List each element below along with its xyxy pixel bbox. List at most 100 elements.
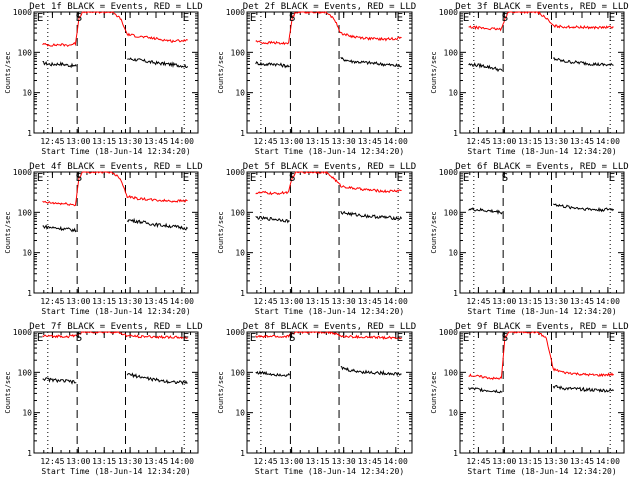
plot-frame	[246, 171, 413, 294]
marker-label-e: E	[609, 11, 616, 24]
x-tick-label: 13:00	[280, 297, 304, 306]
marker-label-e: E	[183, 331, 190, 344]
series-line-events	[552, 203, 615, 213]
x-tick-label: 12:45	[253, 297, 277, 306]
series-line-events	[127, 57, 189, 69]
x-tick-label: 13:30	[118, 297, 142, 306]
x-tick-label: 13:15	[306, 297, 330, 306]
y-tick-label: 100	[18, 208, 33, 217]
x-tick-label: 13:45	[358, 297, 382, 306]
chart-panel-2: Det 2f BLACK = Events, RED = LLD 1 10 100 10…	[217, 2, 416, 156]
y-axis-label: Counts/sec	[4, 51, 12, 93]
x-axis-label: Start Time (18-Jun-14 12:34:20)	[41, 307, 190, 316]
x-tick-label: 13:45	[358, 457, 382, 466]
x-tick-label: 13:30	[544, 137, 568, 146]
x-tick-label: 13:45	[358, 137, 382, 146]
y-tick-label: 10	[448, 409, 458, 418]
x-tick-label: 13:15	[306, 457, 330, 466]
y-tick-label: 1000	[13, 328, 32, 337]
series-line-events	[552, 384, 614, 393]
x-axis-label: Start Time (18-Jun-14 12:34:20)	[255, 307, 404, 316]
x-tick-label: 13:00	[492, 137, 516, 146]
x-tick-label: 13:30	[332, 457, 356, 466]
y-tick-label: 100	[231, 48, 246, 57]
y-tick-label: 1000	[13, 168, 32, 177]
x-axis-label: Start Time (18-Jun-14 12:34:20)	[255, 147, 404, 156]
x-tick-label: 14:00	[170, 297, 194, 306]
marker-label-s: S	[502, 11, 509, 24]
series-line-events	[42, 61, 77, 69]
series-line-events	[468, 62, 503, 73]
x-tick-label: 13:30	[544, 457, 568, 466]
plot-frame	[459, 331, 625, 454]
y-tick-label: 100	[231, 368, 246, 377]
chart-panel-8: Det 8f BLACK = Events, RED = LLD 1 10 100 10…	[217, 322, 416, 476]
x-tick-label: 14:00	[170, 457, 194, 466]
y-tick-label: 10	[22, 89, 32, 98]
series-line-events	[340, 366, 402, 377]
marker-label-e: E	[183, 11, 190, 24]
x-tick-label: 13:15	[518, 457, 542, 466]
x-tick-label: 13:15	[518, 297, 542, 306]
series-line-lld	[468, 331, 614, 381]
y-tick-label: 1	[240, 449, 245, 458]
y-tick-label: 1000	[13, 8, 32, 17]
x-tick-label: 13:30	[332, 297, 356, 306]
x-tick-label: 13:30	[332, 137, 356, 146]
series-line-events	[42, 224, 77, 233]
marker-label-s: S	[289, 331, 296, 344]
x-tick-label: 14:00	[384, 457, 408, 466]
y-tick-label: 1	[453, 129, 458, 138]
x-tick-label: 13:30	[544, 297, 568, 306]
x-axis-label: Start Time (18-Jun-14 12:34:20)	[467, 147, 616, 156]
x-tick-label: 13:15	[92, 297, 116, 306]
x-tick-label: 12:45	[40, 137, 64, 146]
x-tick-label: 13:00	[66, 297, 90, 306]
x-axis-label: Start Time (18-Jun-14 12:34:20)	[467, 307, 616, 316]
marker-label-e: E	[250, 11, 257, 24]
y-tick-label: 1000	[439, 8, 458, 17]
series-line-lld	[42, 331, 188, 340]
x-tick-label: 12:45	[466, 137, 490, 146]
chart-title: Det 4f BLACK = Events, RED = LLD	[29, 162, 202, 172]
x-tick-label: 12:45	[253, 457, 277, 466]
chart-panel-5: Det 5f BLACK = Events, RED = LLD 1 10 100 10…	[217, 162, 416, 316]
series-line-lld	[255, 171, 402, 196]
y-axis-label: Counts/sec	[217, 51, 225, 93]
x-tick-label: 14:00	[596, 297, 620, 306]
y-tick-label: 100	[444, 208, 459, 217]
marker-label-s: S	[502, 331, 509, 344]
series-line-events	[340, 56, 402, 68]
marker-label-s: S	[76, 11, 83, 24]
chart-title: Det 3f BLACK = Events, RED = LLD	[455, 2, 628, 12]
y-tick-label: 100	[444, 48, 459, 57]
x-tick-label: 12:45	[253, 137, 277, 146]
y-tick-label: 100	[231, 208, 246, 217]
x-tick-label: 13:30	[118, 137, 142, 146]
y-tick-label: 1	[453, 289, 458, 298]
series-line-lld	[42, 11, 188, 48]
x-tick-label: 14:00	[596, 457, 620, 466]
x-tick-label: 13:30	[118, 457, 142, 466]
series-line-lld	[468, 11, 614, 32]
marker-label-e: E	[609, 171, 616, 184]
marker-label-e: E	[463, 331, 470, 344]
marker-label-s: S	[289, 11, 296, 24]
y-tick-label: 100	[444, 368, 459, 377]
chart-panel-1: Det 1f BLACK = Events, RED = LLD 1 10 100 10…	[4, 2, 203, 156]
marker-label-e: E	[250, 331, 257, 344]
x-tick-label: 12:45	[40, 457, 64, 466]
series-line-lld	[42, 171, 188, 207]
chart-title: Det 8f BLACK = Events, RED = LLD	[243, 322, 416, 332]
chart-panel-3: Det 3f BLACK = Events, RED = LLD 1 10 100 10…	[430, 2, 629, 156]
x-axis-label: Start Time (18-Jun-14 12:34:20)	[255, 467, 404, 476]
x-tick-label: 13:45	[570, 457, 594, 466]
y-axis-label: Counts/sec	[430, 211, 438, 253]
x-axis-label: Start Time (18-Jun-14 12:34:20)	[467, 467, 616, 476]
y-tick-label: 10	[235, 409, 245, 418]
y-axis-label: Counts/sec	[4, 211, 12, 253]
y-axis-label: Counts/sec	[4, 371, 12, 413]
x-tick-label: 13:00	[492, 457, 516, 466]
